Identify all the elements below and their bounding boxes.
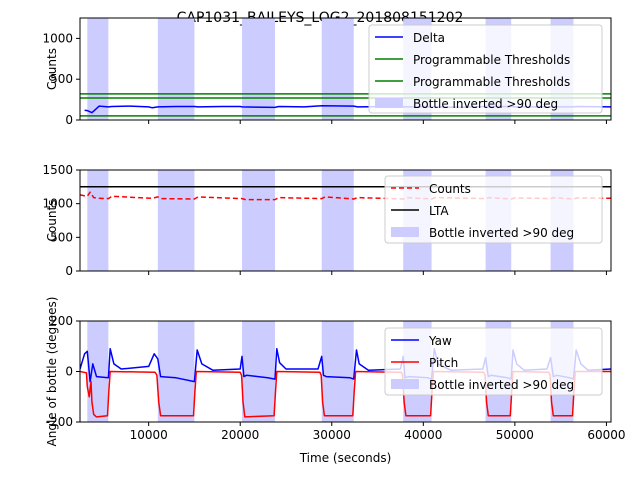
y-tick-label: 1000 bbox=[42, 197, 73, 211]
inverted-span-4 bbox=[321, 321, 354, 422]
axes-frame bbox=[79, 17, 612, 121]
inverted-span-2 bbox=[157, 170, 195, 271]
y-tick-label: 500 bbox=[50, 72, 73, 86]
y-tick-label: 0 bbox=[65, 365, 73, 379]
inverted-span-1 bbox=[87, 170, 109, 271]
y-tick-label: 200 bbox=[50, 314, 73, 328]
legend-entry-label: Programmable Thresholds bbox=[413, 53, 570, 67]
legend: Delta Programmable Thresholds Programmable… bbox=[368, 24, 603, 114]
axes-panel-3: -200 0 200 10000 20000 30000 40000 50000 60000 An… bbox=[45, 297, 626, 465]
inverted-span-1 bbox=[87, 18, 109, 120]
x-tick-label: 60000 bbox=[587, 428, 625, 442]
legend-entry-label: Bottle inverted >90 deg bbox=[413, 97, 558, 111]
axes-panel-2: 0 500 1000 1500 Counts Counts LTA Bottle invert… bbox=[42, 163, 612, 278]
inverted-span-3 bbox=[242, 321, 276, 422]
axes-frame bbox=[79, 169, 612, 272]
legend-box bbox=[384, 327, 603, 396]
inverted-span-3 bbox=[242, 18, 276, 120]
legend-entry-label: Counts bbox=[429, 182, 471, 196]
y-axis-label: Counts bbox=[45, 200, 59, 242]
legend-handle-patch bbox=[375, 98, 403, 108]
y-axis-label: Counts bbox=[45, 48, 59, 90]
legend-handle-patch bbox=[391, 227, 419, 237]
inverted-span-1 bbox=[87, 321, 109, 422]
legend: Yaw Pitch Bottle inverted >90 deg bbox=[384, 327, 603, 396]
legend-entry-label: Bottle inverted >90 deg bbox=[429, 378, 574, 392]
inverted-span-4 bbox=[321, 18, 354, 120]
legend-entry-label: Bottle inverted >90 deg bbox=[429, 226, 574, 240]
legend-entry-label: LTA bbox=[429, 204, 449, 218]
legend-box bbox=[384, 175, 603, 244]
y-tick-label: -200 bbox=[46, 415, 73, 429]
legend-entry-label: Yaw bbox=[428, 334, 452, 348]
y-tick-label: 0 bbox=[65, 113, 73, 127]
inverted-span-3 bbox=[242, 170, 276, 271]
x-tick-label: 50000 bbox=[496, 428, 534, 442]
x-axis-label: Time (seconds) bbox=[299, 451, 392, 465]
y-tick-label: 500 bbox=[50, 230, 73, 244]
axes-panel-1: 0 500 1000 Counts Delta Programmable Threshol… bbox=[42, 17, 612, 127]
y-axis-label: Angle of bottle (degrees) bbox=[45, 297, 59, 447]
x-tick-label: 10000 bbox=[130, 428, 168, 442]
y-tick-label: 1000 bbox=[42, 31, 73, 45]
x-tick-label: 40000 bbox=[404, 428, 442, 442]
inverted-span-4 bbox=[321, 170, 354, 271]
inverted-span-2 bbox=[157, 321, 195, 422]
x-tick-label: 30000 bbox=[313, 428, 351, 442]
y-tick-label: 1500 bbox=[42, 163, 73, 177]
legend-handle-patch bbox=[391, 379, 419, 389]
inverted-span-2 bbox=[157, 18, 195, 120]
legend-entry-label: Pitch bbox=[429, 356, 458, 370]
x-tick-label: 20000 bbox=[221, 428, 259, 442]
legend-box bbox=[368, 24, 603, 114]
legend: Counts LTA Bottle inverted >90 deg bbox=[384, 175, 603, 244]
legend-entry-label: Delta bbox=[413, 31, 445, 45]
legend-entry-label: Programmable Thresholds bbox=[413, 75, 570, 89]
y-tick-label: 0 bbox=[65, 264, 73, 278]
